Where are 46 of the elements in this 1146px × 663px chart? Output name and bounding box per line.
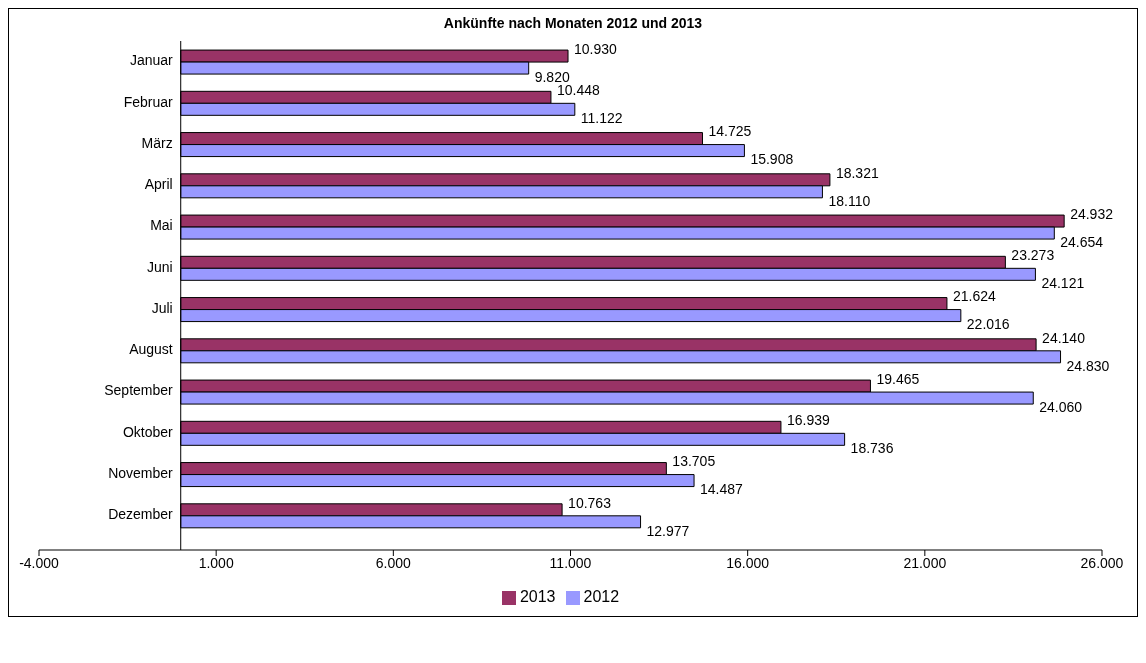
x-tick-label: 26.000	[1080, 554, 1124, 571]
data-label: 9.820	[534, 68, 570, 85]
data-label: 24.830	[1066, 357, 1110, 374]
data-label: 11.122	[580, 110, 623, 127]
y-tick-label: Juni	[147, 258, 173, 275]
data-label: 19.465	[876, 370, 920, 387]
legend-label: 2013	[519, 588, 556, 605]
y-tick-label: März	[141, 134, 173, 151]
data-label: 21.624	[952, 288, 996, 305]
legend-label: 2012	[583, 588, 620, 605]
x-tick-label: 11.000	[549, 554, 592, 571]
data-label: 10.448	[556, 82, 600, 99]
x-tick-label: 21.000	[903, 554, 947, 571]
data-label: 15.908	[750, 151, 794, 168]
y-tick-label: Mai	[150, 217, 173, 234]
y-tick-label: September	[104, 382, 174, 399]
y-tick-label: November	[108, 464, 174, 481]
data-label: 18.110	[828, 192, 871, 209]
data-label: 14.725	[708, 123, 752, 140]
data-label: 10.763	[568, 494, 612, 511]
data-label: 23.273	[1011, 247, 1055, 264]
x-tick-label: 16.000	[726, 554, 770, 571]
y-tick-label: August	[129, 341, 173, 358]
y-tick-label: Februar	[123, 93, 174, 110]
data-label: 18.736	[850, 440, 894, 457]
data-label: 24.060	[1039, 398, 1083, 415]
x-tick-label: 6.000	[375, 554, 412, 571]
data-label: 24.654	[1060, 233, 1104, 250]
data-label: 16.939	[786, 412, 830, 429]
data-label: 24.121	[1041, 275, 1085, 292]
data-label: 12.977	[646, 522, 690, 539]
data-label: 22.016	[966, 316, 1010, 333]
data-label: 24.140	[1042, 329, 1086, 346]
data-label: 13.705	[672, 453, 716, 470]
data-label: 14.487	[700, 481, 744, 498]
y-tick-label: Januar	[129, 52, 174, 69]
data-label: 24.932	[1070, 205, 1114, 222]
y-tick-label: April	[144, 176, 173, 193]
y-tick-label: Juli	[151, 299, 173, 316]
x-tick-label: 1.000	[198, 554, 234, 571]
data-label: 18.321	[835, 164, 879, 181]
x-tick-label: -4.000	[19, 554, 60, 571]
y-tick-label: Oktober	[122, 423, 174, 440]
data-label: 10.930	[574, 40, 618, 57]
y-tick-label: Dezember	[108, 506, 174, 523]
chart-title: Ankünfte nach Monaten 2012 und 2013	[442, 14, 704, 31]
